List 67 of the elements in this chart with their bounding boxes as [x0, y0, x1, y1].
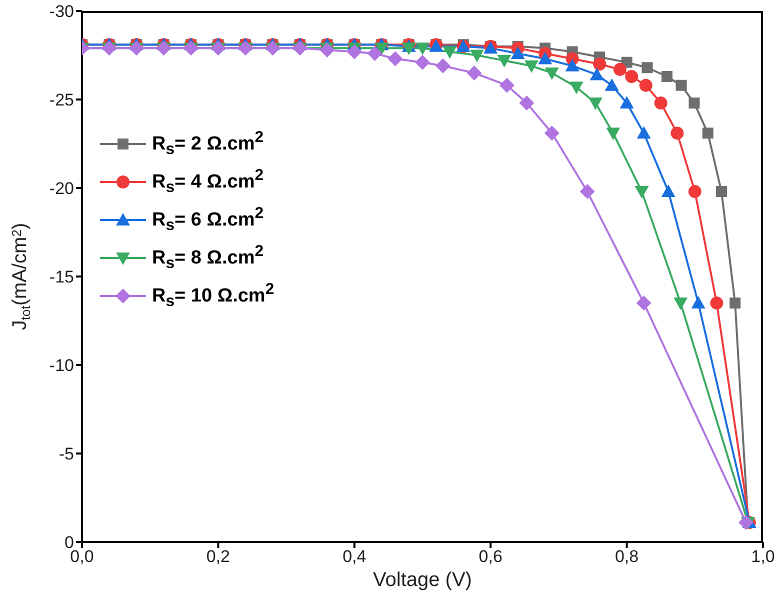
point	[346, 44, 362, 60]
point	[580, 184, 595, 200]
y-tick-label: -20	[49, 179, 74, 198]
point	[367, 46, 382, 61]
legend-label: R$_{s}$= 6 Ω.cm$^{2}$	[152, 204, 264, 236]
point	[590, 68, 604, 80]
point	[642, 62, 653, 74]
y-tick-label: -25	[49, 90, 74, 110]
y-tick-label: -30	[49, 2, 74, 22]
point	[625, 70, 638, 83]
point	[435, 58, 450, 74]
point	[604, 78, 619, 91]
legend-label: R$_{s}$= 2 Ω.cm$^{2}$	[152, 128, 264, 160]
point	[670, 126, 684, 140]
point	[702, 128, 714, 139]
point	[442, 46, 457, 59]
point	[688, 98, 700, 109]
point	[544, 67, 559, 80]
point	[676, 80, 687, 91]
point	[661, 184, 676, 198]
x-tick-label: 1,0	[751, 547, 775, 566]
y-tick-label: -10	[49, 356, 74, 376]
x-tick-label: 0,6	[478, 547, 502, 566]
point	[524, 60, 538, 73]
legend-label: R$_{s}$= 4 Ω.cm$^{2}$	[152, 166, 264, 198]
point	[402, 42, 416, 56]
point	[636, 126, 651, 139]
point	[470, 50, 484, 62]
point	[588, 98, 602, 110]
point	[606, 128, 620, 140]
point	[374, 42, 389, 56]
point	[639, 78, 652, 92]
x-tick-label: 0,0	[70, 547, 94, 566]
point	[538, 52, 552, 64]
point	[710, 296, 724, 310]
point	[634, 186, 649, 199]
point	[661, 70, 672, 82]
point	[499, 78, 514, 93]
point	[466, 65, 482, 80]
point	[519, 96, 534, 111]
x-tick-label: 0,8	[614, 547, 639, 566]
point	[544, 126, 560, 141]
point	[569, 82, 584, 94]
point	[416, 42, 430, 56]
legend-label: R$_{s}$= 8 Ω.cm$^{2}$	[152, 242, 264, 274]
point	[415, 54, 430, 70]
point	[738, 515, 754, 530]
point	[593, 58, 606, 71]
point	[497, 55, 512, 68]
point	[613, 62, 626, 76]
y-tick-label: -15	[49, 268, 74, 287]
x-tick-label: 0,2	[206, 547, 230, 566]
point	[716, 186, 727, 198]
point	[654, 96, 668, 110]
point	[620, 96, 634, 109]
point	[636, 296, 652, 311]
point	[688, 185, 702, 198]
point	[691, 296, 706, 309]
point	[388, 51, 403, 66]
x-axis-title: Voltage (V)	[373, 569, 472, 591]
legend-label: R$_{s}$= 10 Ω.cm$^{2}$	[152, 280, 274, 312]
y-tick-label: -5	[58, 444, 74, 464]
point	[565, 58, 580, 72]
point	[674, 298, 688, 310]
point	[730, 298, 741, 309]
x-tick-label: 0,4	[342, 547, 366, 566]
point	[510, 46, 525, 59]
